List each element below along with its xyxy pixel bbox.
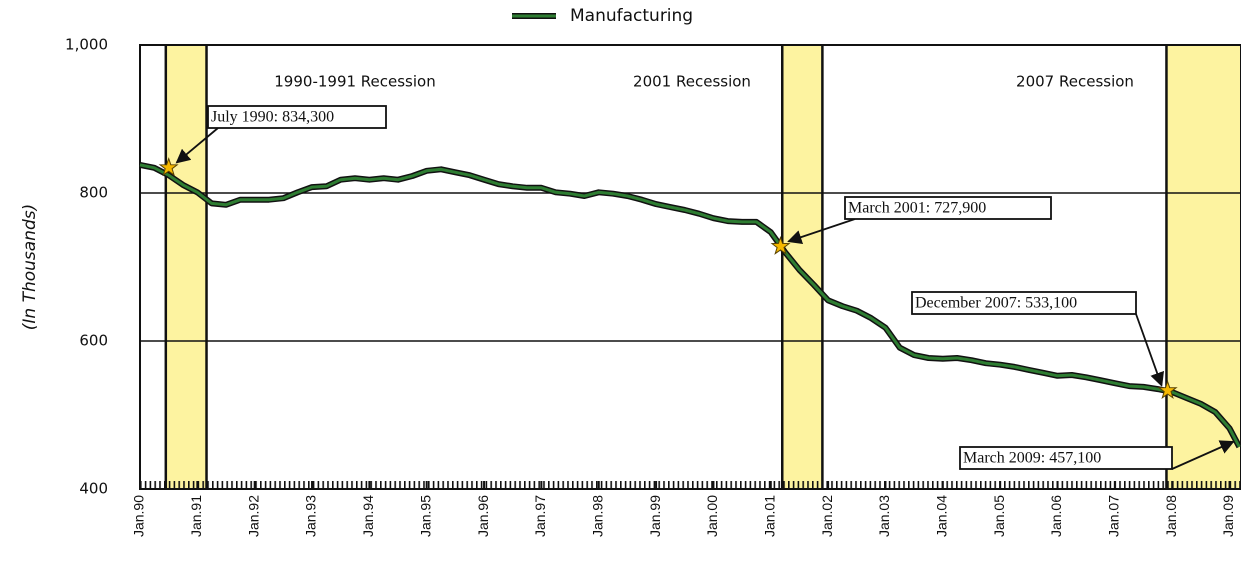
x-tick-label: Jan.06 bbox=[1048, 495, 1064, 537]
x-tick-label: Jan.08 bbox=[1163, 495, 1179, 537]
annotation-arrow bbox=[1135, 313, 1165, 387]
recession-band bbox=[165, 45, 207, 489]
annotation-text: July 1990: 834,300 bbox=[211, 109, 334, 126]
x-tick-label: Jan.09 bbox=[1220, 495, 1236, 537]
x-tick-label: Jan.99 bbox=[647, 495, 663, 537]
annotation-arrow bbox=[1171, 440, 1235, 470]
band-label: 1990-1991 Recession bbox=[274, 73, 435, 91]
annotation-box bbox=[207, 105, 387, 129]
annotation-text: December 2007: 533,100 bbox=[915, 295, 1077, 312]
annotation-star bbox=[158, 157, 179, 177]
y-tick-label: 400 bbox=[79, 480, 108, 498]
x-tick-label: Jan.04 bbox=[934, 495, 950, 537]
plot-frame bbox=[139, 44, 1241, 490]
y-tick-label: 600 bbox=[79, 332, 108, 350]
line bbox=[139, 163, 1241, 448]
x-tick-label: Jan.05 bbox=[991, 495, 1007, 537]
x-tick-label: Jan.94 bbox=[360, 495, 376, 537]
annotation-star bbox=[1157, 379, 1178, 400]
annotation-arrow bbox=[175, 127, 219, 164]
x-tick-label: Jan.95 bbox=[417, 495, 433, 537]
x-tick-label: Jan.02 bbox=[819, 495, 835, 537]
x-tick-label: Jan.96 bbox=[475, 495, 491, 537]
y-axis-label: (In Thousands) bbox=[20, 204, 40, 331]
y-tick-label: 800 bbox=[79, 184, 108, 202]
band-label: 2007 Recession bbox=[1016, 73, 1134, 91]
annotation-text: March 2009: 457,100 bbox=[963, 450, 1101, 467]
x-tick-label: Jan.92 bbox=[245, 495, 261, 537]
band-label: 2001 Recession bbox=[633, 73, 751, 91]
x-tick-label: Jan.01 bbox=[761, 495, 777, 537]
x-tick-label: Jan.93 bbox=[303, 495, 319, 537]
annotation-box bbox=[959, 446, 1173, 470]
annotation-box bbox=[911, 291, 1137, 315]
annotation-arrow bbox=[787, 218, 856, 245]
x-tick-label: Jan.97 bbox=[532, 495, 548, 537]
recession-band bbox=[782, 45, 823, 489]
x-tick-label: Jan.07 bbox=[1106, 495, 1122, 537]
x-tick-label: Jan.90 bbox=[131, 495, 147, 537]
x-tick-label: Jan.98 bbox=[589, 495, 605, 537]
annotation-star bbox=[770, 235, 791, 255]
y-tick-label: 1,000 bbox=[65, 36, 108, 54]
recession-band bbox=[1166, 45, 1241, 489]
minor-ticks bbox=[140, 481, 1241, 489]
x-tick-label: Jan.00 bbox=[704, 495, 720, 537]
annotation-box bbox=[844, 196, 1052, 220]
x-tick-label: Jan.91 bbox=[188, 495, 204, 537]
annotation-text: March 2001: 727,900 bbox=[848, 200, 986, 217]
x-tick-label: Jan.03 bbox=[876, 495, 892, 537]
legend-label: Manufacturing bbox=[570, 6, 693, 26]
